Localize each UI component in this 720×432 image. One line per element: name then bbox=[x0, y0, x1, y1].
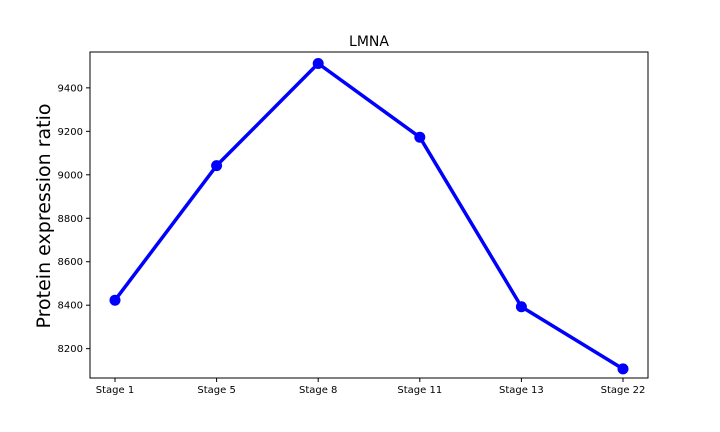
y-tick-label: 9000 bbox=[58, 170, 83, 181]
x-tick-label: Stage 8 bbox=[299, 385, 337, 396]
y-tick-label: 8400 bbox=[58, 301, 83, 312]
x-tick-label: Stage 5 bbox=[197, 385, 235, 396]
data-point bbox=[109, 294, 121, 306]
x-tick-label: Stage 1 bbox=[96, 385, 134, 396]
y-axis-label: Protein expression ratio bbox=[33, 104, 55, 329]
y-tick-label: 8600 bbox=[58, 257, 83, 268]
y-axis-ticks: 8200 8400 8600 8800 9000 9200 9400 bbox=[58, 83, 90, 355]
x-tick-label: Stage 11 bbox=[397, 385, 442, 396]
data-point bbox=[617, 363, 629, 375]
data-point bbox=[414, 131, 426, 143]
series-line bbox=[113, 61, 625, 371]
series-group bbox=[109, 58, 629, 375]
chart-title: LMNA bbox=[349, 34, 389, 50]
y-tick-label: 9200 bbox=[58, 127, 83, 138]
x-tick-label: Stage 13 bbox=[499, 385, 544, 396]
x-tick-label: Stage 22 bbox=[601, 385, 646, 396]
data-point bbox=[515, 301, 527, 313]
data-point bbox=[312, 58, 324, 70]
y-tick-label: 8200 bbox=[58, 344, 83, 355]
y-tick-label: 8800 bbox=[58, 214, 83, 225]
plot-frame bbox=[89, 51, 649, 379]
x-axis-ticks: Stage 1 Stage 5 Stage 8 Stage 11 Stage 13 Sta… bbox=[96, 378, 646, 396]
y-tick-label: 9400 bbox=[58, 83, 83, 94]
data-point bbox=[211, 160, 223, 172]
